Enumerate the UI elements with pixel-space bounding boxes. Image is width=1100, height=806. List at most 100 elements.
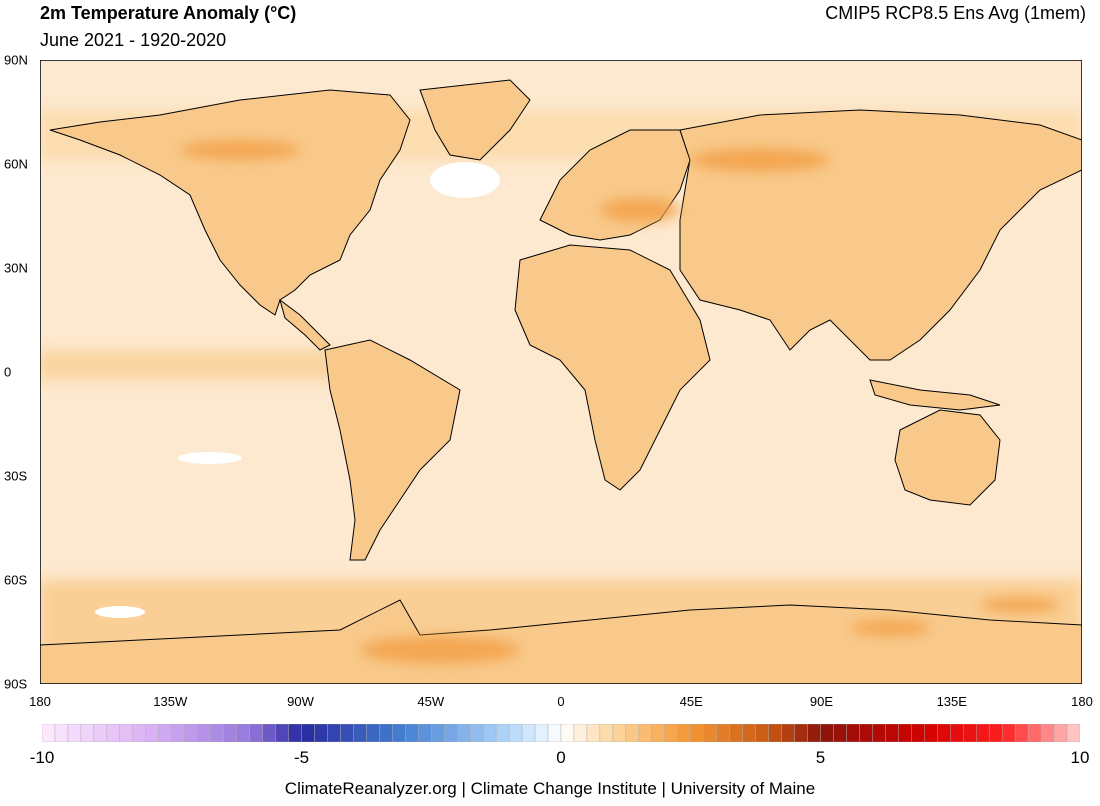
colorbar-swatch — [275, 724, 289, 742]
colorbar-swatch — [716, 724, 730, 742]
cool-spot-south-pacific — [178, 452, 242, 464]
colorbar-swatch — [768, 724, 782, 742]
lat-label: 60N — [4, 156, 28, 172]
colorbar-swatch — [677, 724, 691, 742]
colorbar-tick-label: 0 — [556, 748, 566, 767]
lon-label: 180 — [1071, 694, 1093, 709]
antarctica — [40, 599, 1082, 684]
colorbar-tick-label: -5 — [293, 748, 310, 767]
colorbar-swatch — [534, 724, 549, 742]
lat-label: 90N — [4, 52, 28, 68]
colorbar-swatch — [366, 724, 380, 742]
indonesia — [869, 379, 1001, 411]
colorbar-swatch — [431, 724, 445, 742]
colorbar-swatch — [755, 724, 769, 742]
colorbar-swatch — [444, 724, 458, 742]
colorbar-swatch — [859, 724, 873, 742]
colorbar-swatch — [353, 724, 367, 742]
lon-label: 45E — [679, 694, 703, 709]
central-america — [279, 298, 331, 351]
lon-label: 135W — [153, 694, 188, 709]
colorbar-swatch — [197, 724, 211, 742]
australia — [894, 409, 1001, 506]
lat-label: 30S — [4, 468, 28, 484]
colorbar-swatch — [976, 724, 990, 742]
chart-title: 2m Temperature Anomaly (°C) — [40, 3, 297, 23]
colorbar-swatch — [249, 724, 263, 742]
colorbar-swatch — [742, 724, 756, 742]
colorbar-swatch — [106, 724, 121, 742]
colorbar-swatch — [638, 724, 653, 742]
colorbar-swatch — [508, 724, 523, 742]
colorbar-swatch — [80, 724, 95, 742]
colorbar-swatch — [781, 724, 795, 742]
colorbar-swatch — [690, 724, 704, 742]
colorbar-swatch — [262, 724, 276, 742]
lon-label: 90W — [287, 694, 314, 709]
colorbar-swatch — [288, 724, 302, 742]
model-label: CMIP5 RCP8.5 Ens Avg (1mem) — [825, 3, 1086, 23]
colorbar-swatch — [703, 724, 717, 742]
colorbar-swatch — [950, 724, 964, 742]
colorbar-swatch — [560, 724, 575, 742]
colorbar-swatch — [42, 724, 56, 742]
lat-label: 60S — [4, 572, 28, 588]
colorbar-swatch — [184, 724, 198, 742]
colorbar-swatch — [132, 724, 147, 742]
colorbar-swatch — [963, 724, 977, 742]
colorbar-swatch — [457, 724, 471, 742]
colorbar-swatch — [937, 724, 951, 742]
colorbar-swatch — [119, 724, 134, 742]
colorbar-swatch — [327, 724, 341, 742]
colorbar-swatch — [93, 724, 108, 742]
colorbar-swatch — [158, 724, 172, 742]
colorbar-swatch — [924, 724, 938, 742]
south-america — [324, 339, 461, 561]
colorbar-swatch — [210, 724, 224, 742]
colorbar-swatch — [54, 724, 69, 742]
africa — [514, 244, 711, 491]
colorbar-swatch — [988, 724, 1003, 742]
colorbar-swatch — [898, 724, 912, 742]
footer-credit: ClimateReanalyzer.org | Climate Change I… — [284, 779, 816, 798]
colorbar-swatch — [469, 724, 484, 742]
colorbar-swatch — [1027, 724, 1042, 742]
lon-label: 135E — [936, 694, 967, 709]
colorbar-tick-label: -10 — [29, 748, 55, 767]
colorbar-swatch — [392, 724, 406, 742]
colorbar-swatch — [625, 724, 640, 742]
colorbar-swatch — [794, 724, 808, 742]
colorbar-swatch — [1066, 724, 1080, 742]
colorbar-swatch — [145, 724, 159, 742]
colorbar-swatch — [599, 724, 614, 742]
colorbar-swatch — [301, 724, 315, 742]
colorbar-swatch — [405, 724, 419, 742]
lat-label: 90S — [4, 676, 28, 692]
colorbar-swatch — [651, 724, 666, 742]
colorbar-swatch — [833, 724, 847, 742]
lon-label: 180 — [29, 694, 51, 709]
colorbar-swatch — [1014, 724, 1029, 742]
colorbar-swatch — [418, 724, 432, 742]
land-masses — [40, 79, 1082, 684]
colorbar-tick-label: 10 — [1070, 748, 1090, 767]
colorbar-swatch — [612, 724, 627, 742]
colorbar-swatch — [846, 724, 860, 742]
colorbar-swatch — [911, 724, 925, 742]
colorbar-swatch — [820, 724, 834, 742]
colorbar-swatch — [664, 724, 678, 742]
lon-label: 90E — [809, 694, 834, 709]
cool-spot-atlantic — [430, 162, 500, 198]
colorbar-tick-label: 5 — [815, 748, 826, 767]
greenland — [419, 79, 531, 161]
colorbar-swatch — [1053, 724, 1068, 742]
colorbar-swatch — [171, 724, 185, 742]
lon-label: 45W — [417, 694, 445, 709]
colorbar-swatch — [573, 724, 588, 742]
lat-label: 30N — [4, 260, 28, 276]
colorbar-swatch — [495, 724, 510, 742]
colorbar-swatch — [340, 724, 354, 742]
colorbar-swatch — [236, 724, 250, 742]
colorbar — [42, 724, 1080, 742]
colorbar-swatch — [807, 724, 821, 742]
